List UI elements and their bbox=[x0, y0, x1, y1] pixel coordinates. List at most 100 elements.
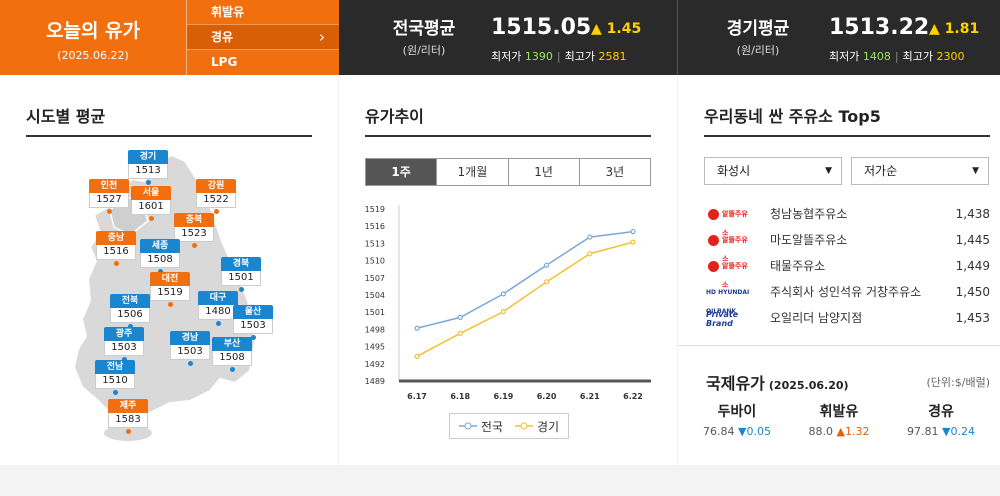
region-marker[interactable]: 부산 1508 bbox=[212, 337, 252, 372]
trend-title: 유가추이 bbox=[365, 107, 424, 126]
intl-oil-unit: (단위:$/배럴) bbox=[926, 376, 990, 389]
station-name: 태물주유소 bbox=[770, 259, 826, 273]
min-label: 최저가 bbox=[491, 50, 522, 63]
station-price: 1,453 bbox=[955, 311, 990, 325]
y-tick-label: 1489 bbox=[365, 377, 385, 386]
oil-value: 88.0 bbox=[808, 425, 834, 438]
period-tab-1week[interactable]: 1주 bbox=[366, 159, 438, 185]
region-marker[interactable]: 전북 1506 bbox=[110, 294, 150, 329]
oil-dubai: 두바이 76.84 ▼0.05 bbox=[692, 401, 782, 438]
region-marker[interactable]: 세종 1508 bbox=[140, 239, 180, 274]
sort-select-value: 저가순 bbox=[864, 164, 898, 178]
y-tick-label: 1492 bbox=[365, 360, 385, 369]
period-tab-3year[interactable]: 3년 bbox=[605, 165, 625, 179]
oil-value: 76.84 bbox=[703, 425, 735, 438]
data-point bbox=[414, 325, 420, 331]
fuel-tab-diesel[interactable]: 경유 › bbox=[187, 25, 339, 50]
region-marker[interactable]: 대전 1519 bbox=[150, 272, 190, 307]
region-marker[interactable]: 경북 1501 bbox=[221, 257, 261, 292]
data-point bbox=[457, 330, 463, 337]
region-marker[interactable]: 전남 1510 bbox=[95, 360, 135, 395]
region-marker[interactable]: 인천 1527 bbox=[89, 179, 129, 214]
region-price: 1523 bbox=[174, 227, 214, 242]
station-row[interactable]: 알뜰주유소 청남농협주유소 1,438 bbox=[706, 202, 990, 237]
top5-panel: 우리동네 싼 주유소 Top5 화성시 ▼ 저가순 ▼ 알뜰주유소 청남농협주유소 … bbox=[678, 75, 1000, 465]
data-point bbox=[630, 229, 636, 235]
region-marker[interactable]: 충북 1523 bbox=[174, 213, 214, 248]
region-marker[interactable]: 경남 1503 bbox=[170, 331, 210, 366]
national-average-price: 1515.05 bbox=[491, 15, 592, 40]
private-brand-logo: Private Brand bbox=[706, 310, 739, 328]
region-name: 강원 bbox=[196, 179, 236, 193]
region-price: 1527 bbox=[89, 193, 129, 208]
region-price: 1519 bbox=[150, 286, 190, 301]
top5-title: 우리동네 싼 주유소 Top5 bbox=[704, 107, 881, 126]
station-row[interactable]: 알뜰주유소 마도알뜰주유소 1,445 bbox=[706, 228, 990, 263]
national-average-unit: (원/리터) bbox=[402, 44, 446, 57]
national-average: 전국평균 (원/리터) 1515.05 ▲ 1.45 최저가 1390 | 최고가 … bbox=[339, 0, 677, 75]
region-marker[interactable]: 충남 1516 bbox=[96, 231, 136, 266]
region-name: 대구 bbox=[198, 291, 238, 305]
city-select[interactable]: 화성시 ▼ bbox=[704, 157, 842, 185]
region-dot bbox=[148, 216, 154, 221]
station-row[interactable]: Private Brand 오일리더 남양지점 1,453 bbox=[706, 306, 990, 331]
station-row[interactable]: 알뜰주유소 태물주유소 1,449 bbox=[706, 254, 990, 289]
region-name: 제주 bbox=[108, 399, 148, 413]
region-name: 서울 bbox=[131, 186, 171, 200]
region-name: 인천 bbox=[89, 179, 129, 193]
oil-gasoline: 휘발유 88.0 ▲1.32 bbox=[794, 401, 884, 438]
station-price: 1,445 bbox=[955, 233, 990, 247]
header-divider bbox=[677, 0, 678, 75]
today-price-box: 오늘의 유가 (2025.06.22) bbox=[0, 0, 186, 75]
oil-value: 97.81 bbox=[907, 425, 939, 438]
region-marker[interactable]: 울산 1503 bbox=[233, 305, 273, 340]
fuel-tab-lpg[interactable]: LPG bbox=[211, 55, 238, 69]
gyeonggi-min-max: 최저가 1408 | 최고가 2300 bbox=[829, 48, 964, 64]
region-name: 경남 bbox=[170, 331, 210, 345]
region-marker[interactable]: 서울 1601 bbox=[131, 186, 171, 221]
fuel-type-tabs: 휘발유 경유 › LPG bbox=[186, 0, 339, 75]
data-point bbox=[544, 279, 550, 285]
x-tick-label: 6.21 bbox=[580, 392, 600, 401]
station-price: 1,449 bbox=[955, 259, 990, 273]
oil-value-line: 76.84 ▼0.05 bbox=[692, 425, 782, 438]
national-average-change-value: 1.45 bbox=[606, 21, 642, 37]
region-price: 1503 bbox=[233, 319, 273, 334]
legend-national-label: 전국 bbox=[480, 419, 503, 434]
price-trend-panel: 유가추이 1주 1개월 1년 3년 1489 1492 1495 1498 1501 15… bbox=[339, 75, 677, 465]
region-dot bbox=[113, 261, 119, 266]
legend-national: 전국 bbox=[458, 418, 503, 435]
region-marker[interactable]: 강원 1522 bbox=[196, 179, 236, 214]
region-name: 충남 bbox=[96, 231, 136, 245]
region-marker[interactable]: 대구 1480 bbox=[198, 291, 238, 326]
caret-down-icon: ▼ bbox=[825, 166, 832, 176]
region-price: 1503 bbox=[104, 341, 144, 356]
region-price: 1506 bbox=[110, 308, 150, 323]
hd-oilbank-logo: HD HYUNDAI OILBANK bbox=[706, 289, 750, 315]
fuel-tab-gasoline[interactable]: 휘발유 bbox=[187, 0, 339, 25]
national-min-max: 최저가 1390 | 최고가 2581 bbox=[491, 48, 626, 64]
region-marker[interactable]: 광주 1503 bbox=[104, 327, 144, 362]
station-name: 마도알뜰주유소 bbox=[770, 233, 848, 247]
oil-name: 두바이 bbox=[717, 404, 757, 420]
data-point bbox=[500, 291, 506, 297]
region-price: 1501 bbox=[221, 271, 261, 286]
station-price: 1,450 bbox=[955, 285, 990, 299]
region-marker[interactable]: 제주 1583 bbox=[108, 399, 148, 434]
region-dot bbox=[187, 361, 193, 366]
fuel-tab-diesel-label: 경유 bbox=[211, 30, 234, 44]
sort-select[interactable]: 저가순 ▼ bbox=[851, 157, 989, 185]
legend-gyeonggi: 경기 bbox=[515, 418, 559, 435]
region-marker[interactable]: 경기 1513 bbox=[128, 150, 168, 185]
x-tick-label: 6.20 bbox=[537, 392, 557, 401]
station-row[interactable]: HD HYUNDAI OILBANK 주식회사 성인석유 거창주유소 1,450 bbox=[706, 280, 990, 315]
period-tab-1year[interactable]: 1년 bbox=[509, 159, 580, 185]
y-tick-label: 1498 bbox=[365, 325, 385, 334]
max-label: 최고가 bbox=[902, 50, 933, 63]
oil-value-line: 88.0 ▲1.32 bbox=[794, 425, 884, 438]
data-point bbox=[544, 262, 550, 268]
region-price: 1513 bbox=[128, 164, 168, 179]
section-divider bbox=[678, 345, 1000, 346]
gyeonggi-average-price: 1513.22 bbox=[829, 15, 930, 40]
period-tab-1month[interactable]: 1개월 bbox=[437, 159, 509, 185]
